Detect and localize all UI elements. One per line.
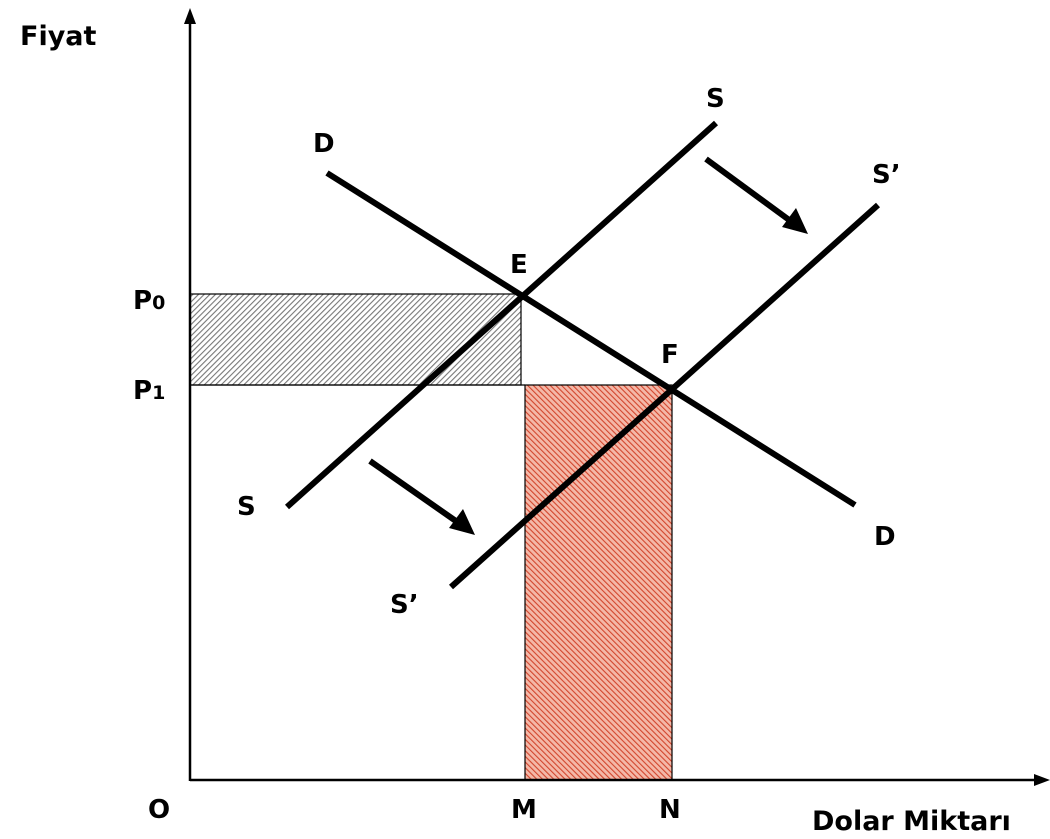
supply-shift-label-top: S’ xyxy=(872,160,901,190)
shift-arrow-lower xyxy=(368,458,465,529)
quantity-label-n: N xyxy=(659,795,681,825)
x-axis-label: Dolar Miktarı xyxy=(812,806,1011,837)
supply-label-bottom: S xyxy=(237,492,256,522)
x-axis-arrowhead xyxy=(1034,774,1050,786)
y-axis-label: Fiyat xyxy=(20,21,97,52)
price-label-p0: P0 xyxy=(133,286,165,316)
price-label-p1-sub: 1 xyxy=(152,382,165,404)
supply-label-top: S xyxy=(706,84,725,114)
point-label-e: E xyxy=(510,250,528,280)
point-label-f: F xyxy=(661,340,679,370)
demand-label-top: D xyxy=(313,129,335,159)
supply-curve xyxy=(284,120,719,510)
y-axis-arrowhead xyxy=(184,8,196,24)
price-label-p0-sub: 0 xyxy=(152,292,165,314)
supply-shifted-curve xyxy=(448,202,881,590)
shift-arrow-upper xyxy=(704,156,798,228)
quantity-label-m: M xyxy=(511,795,537,825)
demand-label-bottom: D xyxy=(874,522,896,552)
supply-shift-label-bottom: S’ xyxy=(390,590,419,620)
revenue-rect-p1 xyxy=(524,384,673,781)
shift-arrow-upper-head xyxy=(782,208,808,234)
price-label-p1: P1 xyxy=(133,376,165,406)
demand-curve xyxy=(325,170,857,508)
revenue-rect-p0 xyxy=(189,293,522,386)
shift-arrow-lower-head xyxy=(449,509,475,535)
origin-label: O xyxy=(148,795,170,825)
